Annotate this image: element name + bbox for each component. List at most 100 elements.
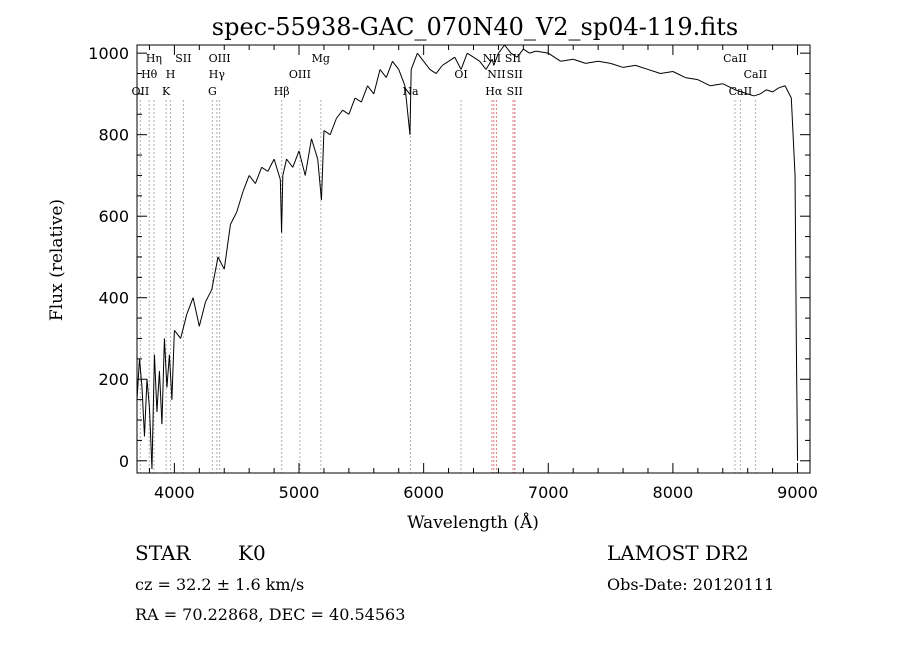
series-0-segment-28 [254,167,263,184]
series-0-segment-25 [236,191,244,213]
series-0-segment-72 [498,44,506,54]
series-0-segment-93 [722,83,736,91]
series-0-segment-55 [404,85,411,135]
series-0-segment-78 [535,50,549,54]
series-0-segment-83 [598,60,611,64]
series-0-segment-21 [211,256,219,290]
spectral-line-label-1: Hθ [141,68,158,81]
series-0-segment-6 [151,354,155,469]
spectral-line-label-18: SII [507,68,523,81]
series-0-segment-98 [759,89,767,95]
series-0-segment-43 [329,118,337,135]
series-0-segment-2 [141,387,145,437]
series-0-segment-58 [417,52,425,62]
spectral-line-label-15: NII [487,68,505,81]
spectral-line-label-20: CaII [723,52,747,65]
series-0-segment-56 [409,69,412,135]
series-0-segment-38 [304,138,312,176]
series-0-segment-86 [635,64,649,70]
series-0-segment-41 [320,130,325,200]
series-0-segment-11 [163,338,168,388]
series-0-segment-10 [161,338,165,425]
series-0-segment-81 [573,58,586,64]
coordinates: RA = 70.22868, DEC = 40.54563 [135,605,405,624]
series-0-segment-77 [529,50,536,54]
plot-frame [136,44,811,474]
series-0-segment-29 [261,166,269,172]
series-0-segment-3 [143,379,148,437]
series-0-segment-79 [548,52,562,62]
spectral-line-label-3: K [162,85,171,98]
series-0-segment-30 [267,158,275,172]
spectral-line-label-4: H [166,68,176,81]
series-0-segment-68 [479,61,487,70]
series-0-segment-69 [485,59,493,70]
series-0-segment-5 [148,407,153,469]
series-0-segment-64 [454,57,462,70]
series-0-segment-103 [790,97,796,176]
series-0-segment-7 [153,354,158,412]
series-0-segment-24 [230,211,238,225]
series-0-segment-50 [373,69,381,95]
series-0-segment-17 [186,297,194,315]
series-0-segment-42 [323,130,331,136]
series-0-segment-61 [435,65,443,74]
spectral-line-label-5: SII [175,52,191,65]
y-axis-label: Flux (relative) [47,199,67,321]
series-0-segment-19 [198,301,207,327]
y-tick-label-3: 600 [98,207,129,226]
series-0-segment-54 [398,69,406,86]
series-0-segment-36 [292,150,300,168]
spectral-line-label-16: Hα [485,85,503,98]
y-tick-label-1: 200 [98,370,129,389]
velocity-text: cz = 32.2 ± 1.6 km/s [135,575,304,594]
spectral-line-label-22: CaII [744,68,768,81]
y-tick-label-4: 800 [98,126,129,145]
y-tick-label-0: 0 [119,452,129,471]
series-0-segment-14 [171,330,175,400]
x-axis-label: Wavelength (Å) [407,512,539,533]
series-0-segment-105 [795,338,799,461]
series-0-segment-95 [741,91,748,95]
spectral-line-label-14: NII [483,52,501,65]
x-tick-label-0: 4000 [154,483,195,502]
series-0-segment-4 [146,379,150,408]
series-0-segment-48 [360,85,369,103]
object-class: STAR [135,541,191,565]
series-0-segment-96 [747,93,755,97]
series-0-segment-46 [348,97,356,115]
series-0-segment-73 [504,44,512,54]
series-0-segment-91 [697,79,711,87]
series-0-segment-40 [317,159,322,200]
series-0-segment-63 [448,56,456,62]
series-0-segment-12 [166,354,170,388]
obs-date: Obs-Date: 20120111 [607,575,774,594]
series-0-segment-26 [242,175,250,192]
axis-ticks: 4000 5000 6000 7000 8000 9000 0 200 400 600 800 100… [88,44,818,502]
series-0-segment-15 [173,330,182,339]
y-tick-label-5: 1000 [88,44,129,63]
series-0-segment-27 [248,175,256,184]
series-0-segment-87 [647,68,661,75]
series-0-segment-100 [772,87,780,93]
spectral-line-label-9: Hβ [274,85,290,98]
series-0-segment-39 [311,138,319,160]
x-tick-label-5: 9000 [777,483,818,502]
series-0-segment-82 [585,60,599,64]
x-tick-label-2: 6000 [403,483,444,502]
series-0-segment-23 [223,224,231,270]
series-0-segment-74 [510,52,518,58]
spectral-line-label-13: OI [454,68,467,81]
series-0-segment-52 [385,61,393,78]
x-tick-label-1: 5000 [279,483,320,502]
series-0-segment-53 [392,61,400,70]
series-0-segment-65 [460,52,468,70]
series-layer [136,44,799,469]
series-0-segment-76 [523,48,530,54]
series-0-segment-45 [342,109,350,115]
series-0-segment-97 [753,93,761,97]
series-0-segment-71 [493,52,499,66]
series-0-segment-47 [354,97,362,103]
series-0-segment-8 [156,371,160,412]
series-0-segment-62 [442,60,449,66]
